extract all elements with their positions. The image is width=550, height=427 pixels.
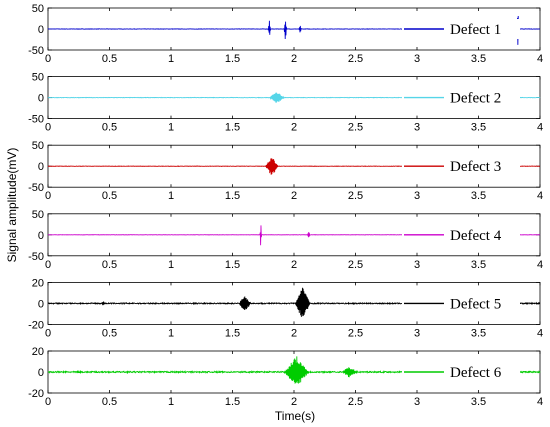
panel-6-ytick-label: 20 — [32, 346, 44, 358]
panel-4-legend-label: Defect 4 — [450, 228, 502, 244]
panel-1-xtick-label: 4 — [537, 53, 543, 65]
panel-2-legend-label: Defect 2 — [450, 91, 501, 107]
panel-1-ytick-label: -50 — [28, 45, 44, 57]
panel-4-xtick-label: 1 — [168, 259, 174, 271]
panel-6-legend-label: Defect 6 — [450, 365, 502, 381]
panel-4-xtick-label: 1.5 — [225, 259, 240, 271]
panel-4-xtick-label: 3 — [414, 259, 420, 271]
panel-3-xtick-label: 3 — [414, 190, 420, 202]
panel-3-xtick-label: 2 — [291, 190, 297, 202]
panel-4-legend-box — [402, 224, 520, 245]
panel-5-xtick-label: 1.5 — [225, 327, 240, 339]
panel-1-xtick-label: 2 — [291, 53, 297, 65]
panel-2-xtick-label: 0 — [45, 122, 51, 134]
panel-5-legend-box — [402, 293, 520, 314]
panel-1-xtick-label: 1 — [168, 53, 174, 65]
panel-3-xtick-label: 1.5 — [225, 190, 240, 202]
panel-1-xtick-label: 3.5 — [471, 53, 486, 65]
panel-5-xtick-label: 3.5 — [471, 327, 486, 339]
panel-3-legend-box — [402, 156, 520, 177]
panel-6-xtick-label: 0 — [45, 396, 51, 408]
panel-1-ytick-label: 50 — [32, 3, 44, 15]
panel-4-ytick-label: -50 — [28, 251, 44, 263]
panel-2-xtick-label: 4 — [537, 122, 543, 134]
panel-2-xtick-label: 0.5 — [102, 122, 117, 134]
panel-4-xtick-label: 2 — [291, 259, 297, 271]
panel-1-xtick-label: 0.5 — [102, 53, 117, 65]
panel-6-xtick-label: 0.5 — [102, 396, 117, 408]
panel-4-xtick-label: 4 — [537, 259, 543, 271]
panel-2-xtick-label: 3.5 — [471, 122, 486, 134]
panel-1-xtick-label: 1.5 — [225, 53, 240, 65]
panel-5-ytick-label: 0 — [38, 298, 44, 310]
x-axis-label: Time(s) — [275, 409, 315, 423]
panel-6-xtick-label: 2 — [291, 396, 297, 408]
panel-5-ytick-label: -20 — [28, 319, 44, 331]
panel-5-legend-label: Defect 5 — [450, 296, 501, 312]
panel-3-xtick-label: 0 — [45, 190, 51, 202]
panel-3-xtick-label: 3.5 — [471, 190, 486, 202]
panel-5-xtick-label: 0 — [45, 327, 51, 339]
panel-6-ytick-label: 0 — [38, 367, 44, 379]
panel-2-legend-box — [402, 87, 520, 108]
panel-3-xtick-label: 4 — [537, 190, 543, 202]
panel-5-xtick-label: 3 — [414, 327, 420, 339]
panel-3-xtick-label: 0.5 — [102, 190, 117, 202]
panel-2-xtick-label: 2.5 — [348, 122, 363, 134]
panel-6-xtick-label: 1.5 — [225, 396, 240, 408]
panel-1-xtick-label: 0 — [45, 53, 51, 65]
panel-4-xtick-label: 0.5 — [102, 259, 117, 271]
panel-5-xtick-label: 1 — [168, 327, 174, 339]
panel-2-xtick-label: 1 — [168, 122, 174, 134]
panel-2-xtick-label: 3 — [414, 122, 420, 134]
panel-2-xtick-label: 2 — [291, 122, 297, 134]
panel-1-xtick-label: 3 — [414, 53, 420, 65]
panel-1-legend-label: Defect 1 — [450, 22, 501, 38]
panel-6-legend-box — [402, 362, 520, 382]
panel-5-xtick-label: 4 — [537, 327, 543, 339]
panel-3-ytick-label: 50 — [32, 140, 44, 152]
panel-6-xtick-label: 1 — [168, 396, 174, 408]
y-axis-label: Signal amplitude(mV) — [5, 148, 19, 263]
panel-4-ytick-label: 50 — [32, 209, 44, 221]
panel-5-xtick-label: 0.5 — [102, 327, 117, 339]
panel-3-legend-label: Defect 3 — [450, 159, 501, 175]
panel-3-xtick-label: 2.5 — [348, 190, 363, 202]
panel-5-xtick-label: 2 — [291, 327, 297, 339]
panel-3-xtick-label: 1 — [168, 190, 174, 202]
panel-1-ytick-label: 0 — [38, 24, 44, 36]
panel-5-ytick-label: 20 — [32, 277, 44, 289]
panel-6-xtick-label: 3.5 — [471, 396, 486, 408]
panel-4-xtick-label: 3.5 — [471, 259, 486, 271]
panel-2-ytick-label: 0 — [38, 93, 44, 105]
panel-2-ytick-label: -50 — [28, 114, 44, 126]
panel-2-ytick-label: 50 — [32, 72, 44, 84]
panel-6-ytick-label: -20 — [28, 388, 44, 400]
panel-2-xtick-label: 1.5 — [225, 122, 240, 134]
panel-6-xtick-label: 2.5 — [348, 396, 363, 408]
panel-5-xtick-label: 2.5 — [348, 327, 363, 339]
panel-3-ytick-label: -50 — [28, 182, 44, 194]
panel-4-ytick-label: 0 — [38, 230, 44, 242]
panel-3-ytick-label: 0 — [38, 161, 44, 173]
panel-1-xtick-label: 2.5 — [348, 53, 363, 65]
panel-6-xtick-label: 4 — [537, 396, 543, 408]
panel-1-legend-box — [402, 19, 520, 39]
panel-6-xtick-label: 3 — [414, 396, 420, 408]
panel-4-xtick-label: 0 — [45, 259, 51, 271]
panel-4-xtick-label: 2.5 — [348, 259, 363, 271]
